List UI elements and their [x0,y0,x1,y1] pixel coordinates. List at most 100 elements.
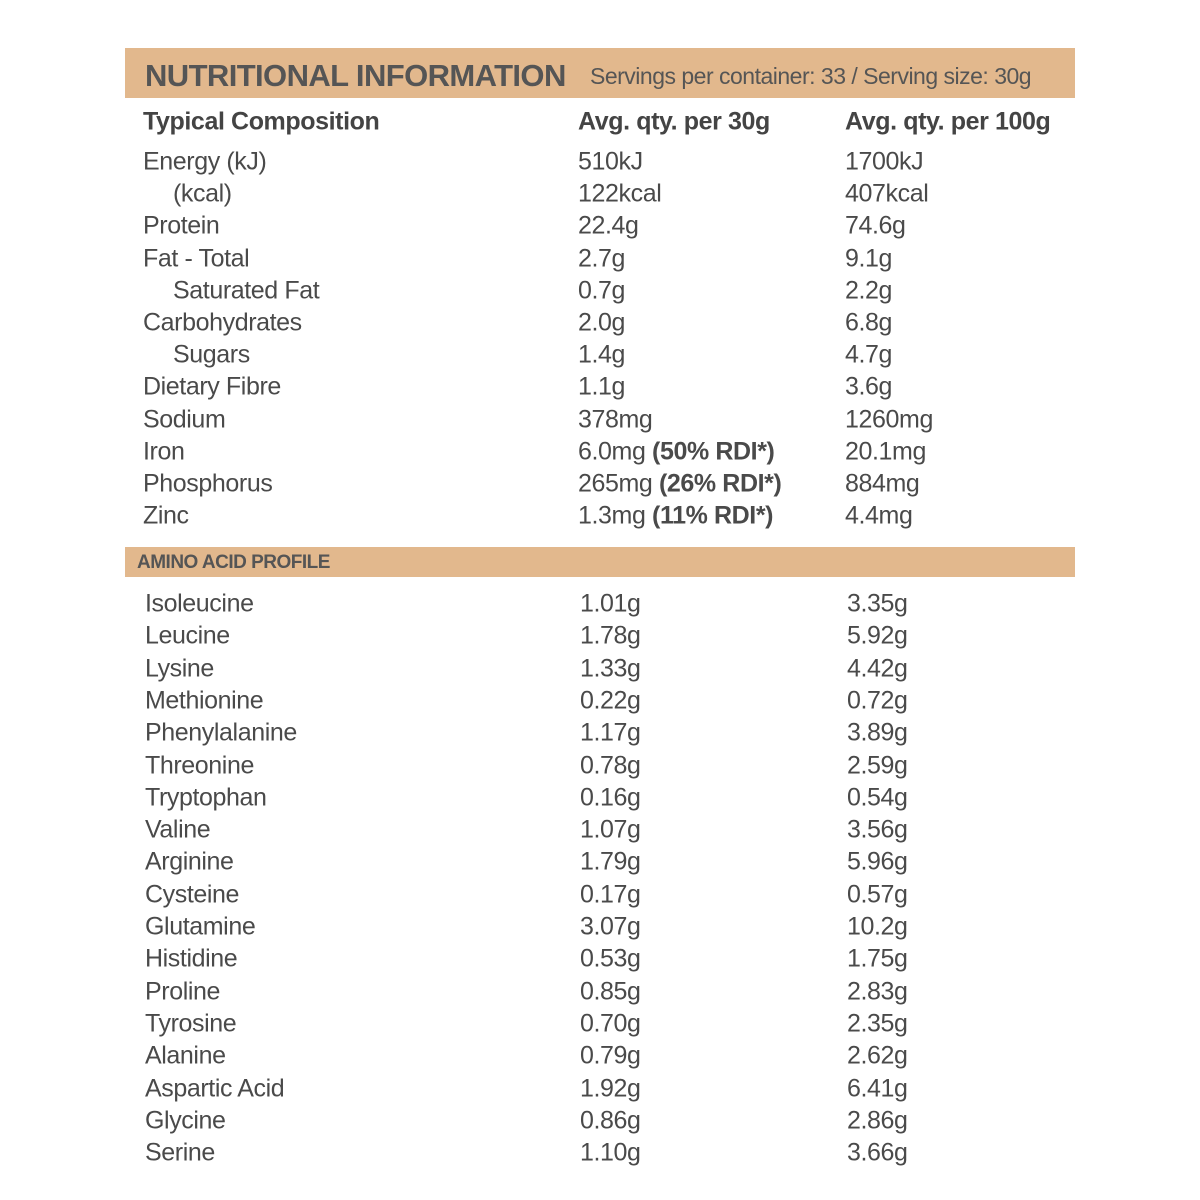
per-serving: 2.0g [578,308,626,337]
nutrient-name: Protein [143,211,220,240]
per-100g: 3.35g [847,589,908,618]
per-100g: 3.6g [845,372,893,401]
per-serving-value: 2.7g [578,244,626,273]
per-100g: 4.7g [845,340,893,369]
amino-name: Aspartic Acid [145,1074,285,1102]
per-serving: 1.01g [580,589,641,618]
nutrient-name: Energy (kJ) [143,147,267,176]
nutrient-name: Zinc [143,501,189,530]
per-100g: 3.66g [847,1138,908,1167]
per-serving-value: 510kJ [578,147,643,176]
per-serving: 0.22g [580,686,641,715]
amino-name: Alanine [145,1041,226,1070]
amino-name: Valine [145,815,211,844]
per-serving: 6.0mg (50% RDI*) [578,437,775,466]
amino-name: Leucine [145,621,230,650]
amino-name: Glutamine [145,912,256,941]
per-serving: 1.79g [580,847,641,876]
per-100g: 3.56g [847,815,908,844]
column-header: Avg. qty. per 100g [845,107,1051,136]
per-100g: 2.83g [847,977,908,1006]
nutrient-name: Iron [143,437,185,466]
nutrient-name: (kcal) [173,179,232,208]
nutrient-name: Fat - Total [143,244,250,273]
per-serving-value: 2.0g [578,308,626,337]
per-100g: 2.59g [847,751,908,779]
rdi: (50% RDI*) [652,437,775,466]
per-serving: 0.17g [580,880,641,909]
per-serving-value: 265mg [578,469,653,498]
amino-name: Isoleucine [145,589,254,618]
amino-name: Arginine [145,847,234,876]
per-serving: 265mg (26% RDI*) [578,469,782,498]
per-100g: 0.72g [847,686,908,715]
per-100g: 6.41g [847,1074,908,1102]
per-serving: 22.4g [578,211,639,240]
per-serving: 3.07g [580,912,641,941]
per-100g: 2.62g [847,1041,908,1070]
amino-name: Methionine [145,686,264,715]
per-serving: 0.70g [580,1009,641,1038]
per-100g: 2.2g [845,276,893,305]
per-100g: 1.75g [847,944,908,973]
section-title: AMINO ACID PROFILE [137,552,330,573]
per-serving-value: 1.1g [578,372,626,401]
per-serving: 1.3mg (11% RDI*) [578,501,774,530]
per-serving: 510kJ [578,147,643,176]
per-serving: 1.33g [580,654,641,683]
nutrient-name: Carbohydrates [143,308,302,337]
per-serving: 0.78g [580,751,641,779]
per-100g: 10.2g [847,912,908,941]
per-serving-value: 22.4g [578,211,639,240]
amino-name: Threonine [145,751,254,779]
per-100g: 4.42g [847,654,908,683]
amino-name: Phenylalanine [145,718,297,747]
nutrient-name: Saturated Fat [173,276,320,305]
per-serving: 1.17g [580,718,641,747]
per-100g: 0.57g [847,880,908,909]
column-header: Typical Composition [143,107,380,136]
per-100g: 2.35g [847,1009,908,1038]
amino-name: Tryptophan [145,783,267,812]
per-100g: 407kcal [845,179,929,208]
rdi: (26% RDI*) [659,469,782,498]
per-100g: 5.96g [847,847,908,876]
per-serving-value: 6.0mg [578,437,646,466]
per-serving: 0.79g [580,1041,641,1070]
amino-name: Cysteine [145,880,240,909]
header-bar: NUTRITIONAL INFORMATION Servings per con… [125,48,1075,98]
amino-name: Proline [145,977,221,1006]
per-serving: 0.53g [580,944,641,973]
per-serving: 378mg [578,405,653,434]
per-serving: 0.7g [578,278,625,303]
subtitle: Servings per container: 33 / Serving siz… [590,63,1032,89]
column-header: Avg. qty. per 30g [578,107,770,136]
per-100g: 9.1g [845,244,893,273]
per-serving: 1.07g [580,815,641,844]
amino-name: Serine [145,1138,215,1167]
nutrient-name: Sodium [143,405,226,434]
per-100g: 884mg [845,469,920,498]
rdi: (11% RDI*) [652,501,774,530]
per-100g: 0.54g [847,783,908,812]
per-serving: 0.85g [580,977,641,1006]
nutrient-name: Sugars [173,340,250,369]
title: NUTRITIONAL INFORMATION [145,58,566,93]
per-serving: 2.7g [578,246,625,271]
per-100g: 2.86g [847,1106,908,1135]
per-serving-value: 378mg [578,405,653,434]
per-serving: 0.86g [580,1106,641,1135]
per-serving-value: 122kcal [578,179,662,208]
per-serving: 1.4g [578,342,625,368]
per-serving-value: 1.3mg [578,501,646,530]
per-serving: 1.10g [580,1138,641,1167]
per-serving: 1.1g [578,372,626,401]
per-100g: 4.4mg [845,501,913,530]
per-100g: 74.6g [845,211,906,240]
per-serving: 122kcal [578,179,662,208]
per-100g: 3.89g [847,718,908,747]
amino-name: Tyrosine [145,1009,237,1038]
amino-name: Histidine [145,944,238,973]
per-serving: 1.78g [580,621,641,650]
